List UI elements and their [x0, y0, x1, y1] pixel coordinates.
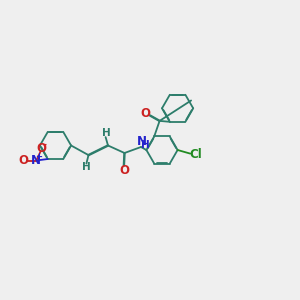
Text: O: O — [37, 142, 47, 155]
Text: O: O — [18, 154, 28, 167]
Text: N: N — [31, 154, 41, 167]
Text: N: N — [136, 135, 147, 148]
Text: H: H — [141, 140, 150, 150]
Text: H: H — [82, 162, 91, 172]
Text: Cl: Cl — [189, 148, 202, 161]
Text: +: + — [35, 152, 42, 161]
Text: O: O — [140, 106, 151, 120]
Text: -: - — [43, 140, 47, 150]
Text: H: H — [101, 128, 110, 139]
Text: O: O — [119, 164, 129, 177]
